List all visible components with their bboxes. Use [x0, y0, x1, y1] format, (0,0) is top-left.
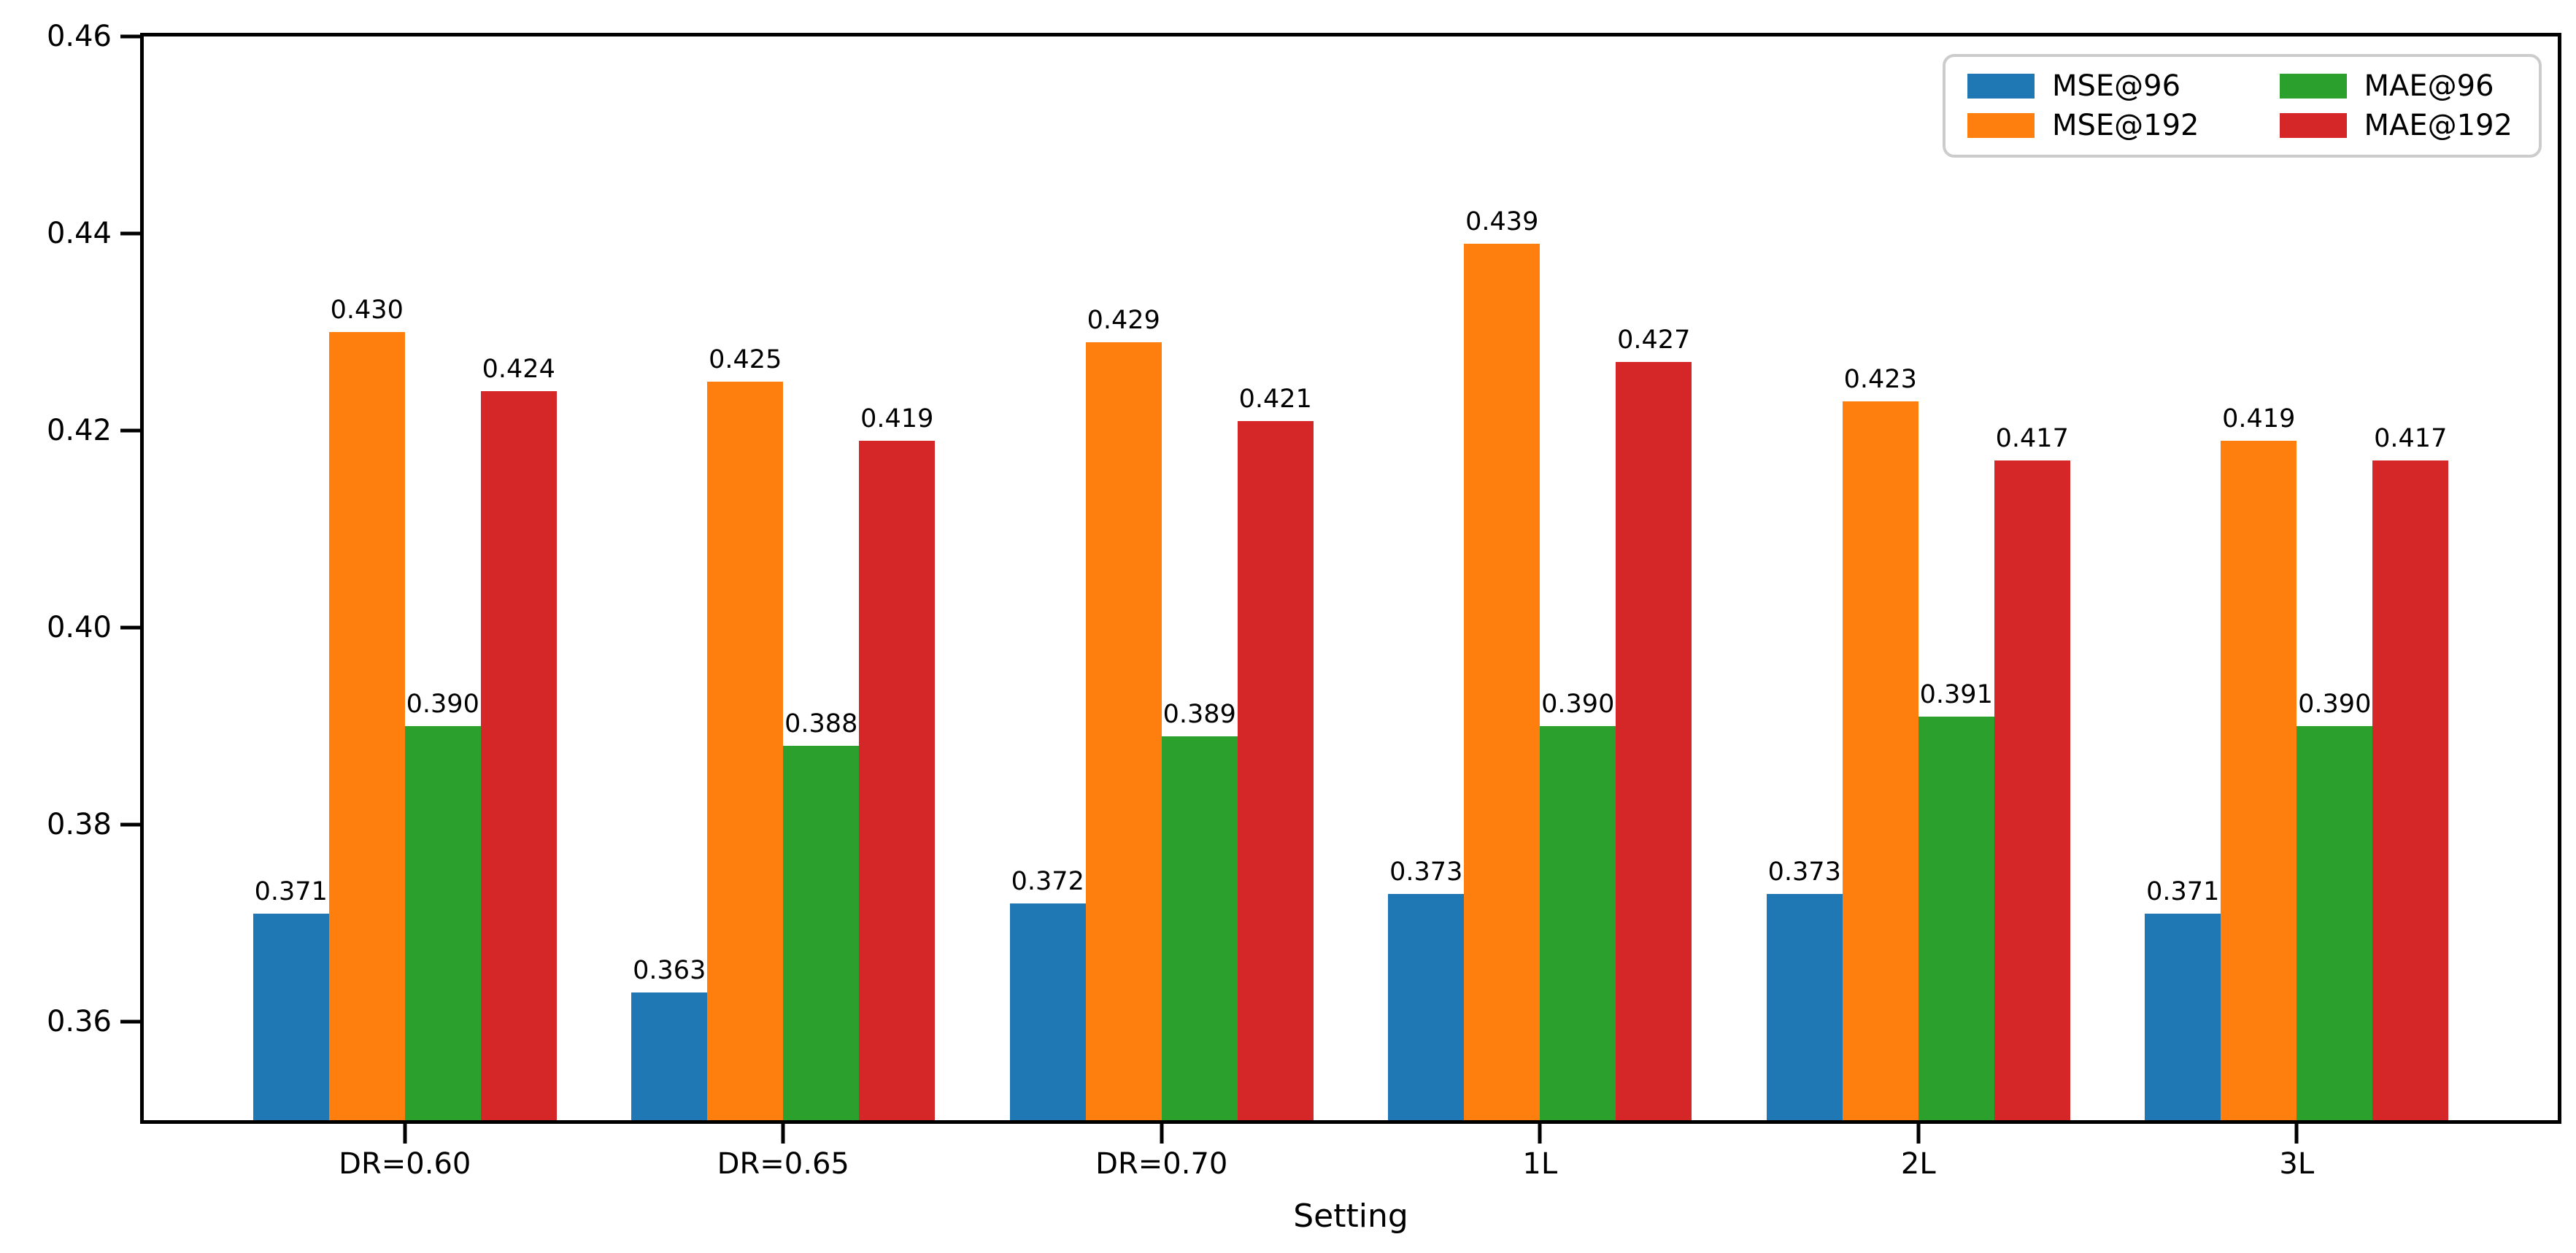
x-axis-label: Setting [1293, 1198, 1408, 1235]
bar-value-label: 0.363 [633, 955, 706, 985]
bar-value-label: 0.417 [2374, 423, 2448, 453]
legend-swatch [1967, 74, 2035, 99]
x-tick-label: DR=0.70 [1095, 1147, 1228, 1181]
bar: 0.363 [631, 957, 708, 1120]
bar: 0.424 [480, 357, 557, 1120]
bar-value-label: 0.417 [1995, 423, 2069, 453]
y-tick-label: 0.40 [46, 611, 112, 644]
legend-label: MSE@96 [2051, 69, 2181, 103]
x-axis-tick [2294, 1124, 2299, 1144]
bar: 0.429 [1085, 307, 1162, 1120]
bar: 0.430 [328, 298, 405, 1120]
y-axis-tick [120, 34, 140, 39]
bar-group: 0.371 0.419 0.390 0.417 [2145, 36, 2449, 1120]
bar-value-label: 0.389 [1162, 699, 1236, 729]
bar-group: 0.371 0.430 0.390 0.424 [252, 36, 557, 1120]
y-axis-tick [120, 428, 140, 433]
bar: 0.417 [1994, 425, 2070, 1120]
y-axis-tick [120, 231, 140, 236]
bar: 0.423 [1842, 366, 1918, 1120]
y-axis-tick [120, 1019, 140, 1024]
bar: 0.427 [1616, 327, 1692, 1120]
bar-value-label: 0.427 [1617, 325, 1691, 355]
bar-group: 0.363 0.425 0.388 0.419 [631, 36, 936, 1120]
bar: 0.373 [1388, 859, 1465, 1120]
bar: 0.373 [1766, 859, 1843, 1120]
bar: 0.371 [252, 879, 329, 1120]
x-tick-label: DR=0.65 [717, 1147, 849, 1181]
bar-value-label: 0.373 [1767, 857, 1841, 887]
x-tick-label: 3L [2279, 1147, 2315, 1181]
bar-value-label: 0.439 [1465, 207, 1539, 236]
bar-value-label: 0.371 [2146, 876, 2220, 906]
bar: 0.390 [1540, 692, 1616, 1120]
x-axis-tick [403, 1124, 407, 1144]
bar: 0.419 [2221, 406, 2297, 1120]
y-tick-label: 0.46 [46, 20, 112, 53]
legend-swatch [2279, 74, 2347, 99]
bar-value-label: 0.390 [2298, 690, 2372, 719]
bar: 0.389 [1161, 701, 1238, 1120]
bar: 0.421 [1237, 386, 1314, 1120]
legend-swatch [2279, 113, 2347, 138]
legend-entry: MAE@192 [2279, 109, 2513, 142]
bar-value-label: 0.419 [2222, 404, 2296, 433]
bar-value-label: 0.419 [860, 404, 934, 433]
bar: 0.419 [859, 406, 936, 1120]
legend-label: MSE@192 [2051, 109, 2199, 142]
x-tick-label: 1L [1522, 1147, 1558, 1181]
legend-label: MAE@192 [2364, 109, 2513, 142]
bar-value-label: 0.371 [254, 876, 328, 906]
bar-value-label: 0.421 [1238, 384, 1312, 414]
bar-value-label: 0.388 [784, 709, 858, 739]
x-axis-tick [1538, 1124, 1542, 1144]
bar: 0.390 [404, 692, 481, 1120]
bar-value-label: 0.429 [1087, 305, 1160, 335]
legend: MSE@96 MAE@96 MSE@192 MAE@192 [1942, 54, 2542, 158]
legend-label: MAE@96 [2364, 69, 2494, 103]
y-tick-label: 0.36 [46, 1005, 112, 1038]
bar: 0.372 [1009, 869, 1086, 1120]
legend-entry: MSE@96 [1967, 72, 2199, 101]
x-tick-label: DR=0.60 [339, 1147, 471, 1181]
legend-swatch [1967, 113, 2035, 138]
x-tick-label: 2L [1900, 1147, 1936, 1181]
x-axis-tick [781, 1124, 785, 1144]
y-axis-tick [120, 822, 140, 827]
plot-area: 0.36 0.38 0.40 0.42 0.44 0.46 0.371 0.430 0.390 0… [47, 22, 2561, 1179]
y-axis-tick [120, 625, 140, 630]
bar: 0.390 [2297, 692, 2373, 1120]
bar-value-label: 0.423 [1843, 364, 1917, 394]
x-axis-tick [1916, 1124, 1921, 1144]
bar-value-label: 0.372 [1011, 867, 1084, 896]
bar-group: 0.372 0.429 0.389 0.421 [1009, 36, 1314, 1120]
y-tick-label: 0.44 [46, 217, 112, 250]
legend-entry: MAE@96 [2279, 69, 2513, 103]
bar-value-label: 0.424 [482, 355, 555, 384]
bar: 0.425 [707, 347, 784, 1120]
y-tick-label: 0.42 [46, 414, 112, 447]
bar-value-label: 0.390 [406, 690, 479, 719]
bar: 0.439 [1464, 209, 1540, 1120]
bar-group: 0.373 0.439 0.390 0.427 [1388, 36, 1692, 1120]
bar: 0.417 [2372, 425, 2449, 1120]
legend-entry: MSE@192 [1967, 111, 2199, 140]
bar-value-label: 0.373 [1389, 857, 1463, 887]
y-tick-label: 0.38 [46, 808, 112, 841]
bar-value-label: 0.425 [709, 344, 782, 374]
bar: 0.391 [1918, 682, 1994, 1120]
bar-value-label: 0.391 [1919, 679, 1993, 709]
bar-value-label: 0.390 [1541, 690, 1615, 719]
bar-value-label: 0.430 [330, 296, 404, 325]
bar: 0.371 [2145, 879, 2221, 1120]
x-axis-tick [1160, 1124, 1164, 1144]
bar-group: 0.373 0.423 0.391 0.417 [1766, 36, 2070, 1120]
bar: 0.388 [783, 712, 860, 1120]
